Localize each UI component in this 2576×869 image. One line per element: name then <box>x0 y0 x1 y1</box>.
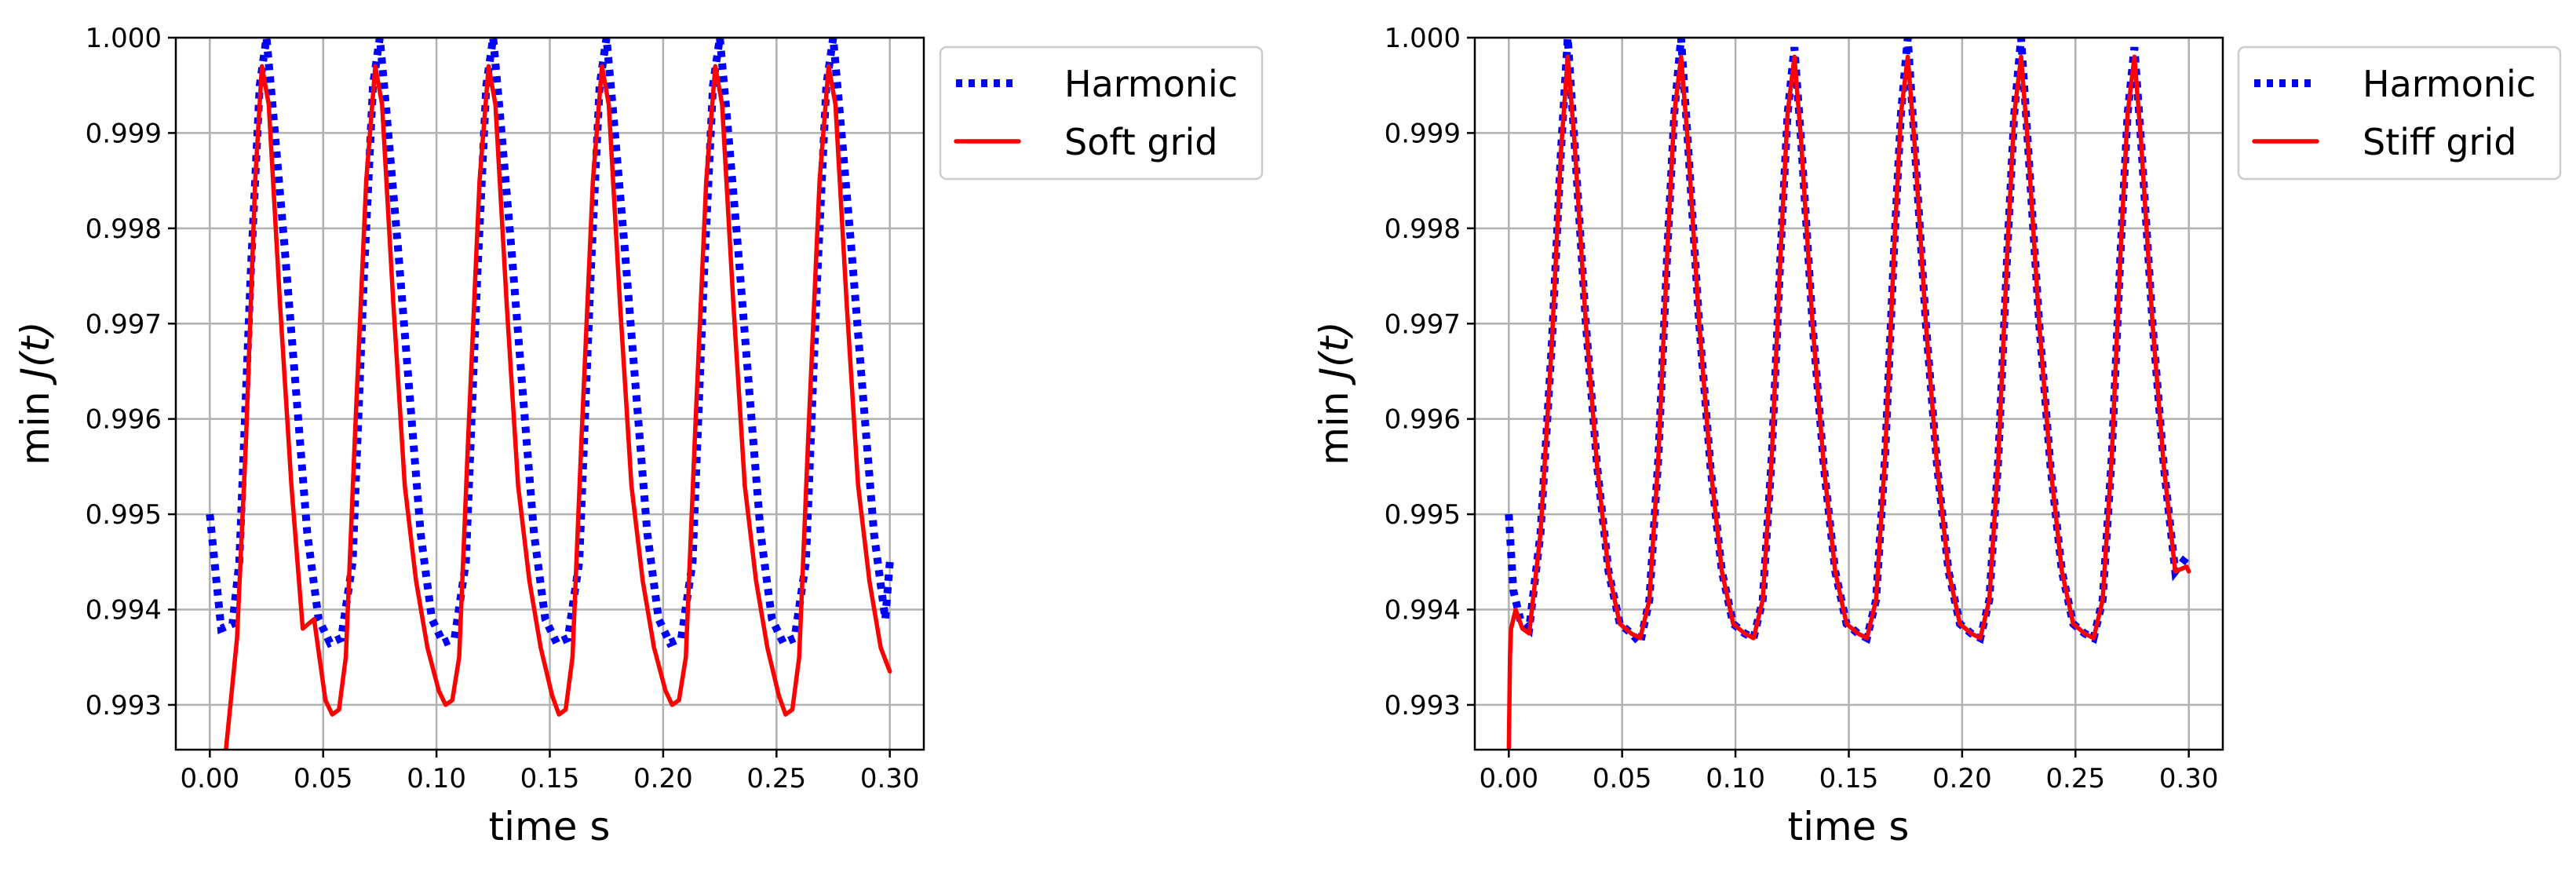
x-tick-label: 0.00 <box>180 763 239 794</box>
y-tick-label: 0.995 <box>1385 499 1461 531</box>
legend-box <box>2237 46 2562 181</box>
legend-label-soft-grid: Soft grid <box>1064 121 1217 163</box>
x-tick-label: 0.25 <box>2045 763 2105 794</box>
y-tick-label: 0.995 <box>86 499 162 531</box>
legend-label-harmonic: Harmonic <box>2363 63 2536 105</box>
x-axis-label: time s <box>489 804 611 849</box>
y-tick-label: 0.997 <box>86 309 162 340</box>
x-tick-label: 0.15 <box>520 763 580 794</box>
y-tick-label: 0.994 <box>86 595 162 626</box>
x-tick-label: 0.05 <box>294 763 353 794</box>
y-tick-label: 1.000 <box>1385 23 1461 54</box>
y-tick-label: 0.998 <box>1385 214 1461 245</box>
legend: Harmonic Soft grid <box>939 46 1264 181</box>
axis-ticks: 0.00 0.05 0.10 0.15 0.20 0.25 0.30 0.993 0.994 0.… <box>86 23 920 794</box>
x-tick-label: 0.00 <box>1479 763 1538 794</box>
legend-box <box>939 46 1264 181</box>
axes-frame <box>1473 36 2224 751</box>
x-tick-label: 0.25 <box>746 763 806 794</box>
y-axis-label: min J(t) <box>1312 321 1357 466</box>
y-tick-label: 0.993 <box>86 690 162 721</box>
y-tick-label: 0.999 <box>1385 118 1461 149</box>
series-line-soft-grid <box>224 64 892 750</box>
stiff-grid-chart: 0.00 0.05 0.10 0.15 0.20 0.25 0.30 0.993 0.994 0.… <box>1312 23 2562 849</box>
series-line-harmonic <box>206 38 894 648</box>
y-tick-label: 0.999 <box>86 118 162 149</box>
axis-ticks: 0.00 0.05 0.10 0.15 0.20 0.25 0.30 0.993 0.994 0.… <box>1385 23 2219 794</box>
x-tick-label: 0.15 <box>1819 763 1879 794</box>
series-group <box>1505 38 2193 750</box>
legend: Harmonic Stiff grid <box>2237 46 2562 181</box>
x-tick-label: 0.05 <box>1593 763 1652 794</box>
y-tick-label: 0.994 <box>1385 595 1461 626</box>
series-line-stiff-grid <box>1506 54 2191 750</box>
legend-label-stiff-grid: Stiff grid <box>2363 121 2516 163</box>
legend-label-harmonic: Harmonic <box>1064 63 1238 105</box>
x-tick-label: 0.30 <box>860 763 920 794</box>
x-tick-label: 0.10 <box>407 763 466 794</box>
series-group <box>206 38 894 750</box>
y-tick-label: 0.997 <box>1385 309 1461 340</box>
y-tick-label: 0.996 <box>1385 404 1461 436</box>
y-tick-label: 0.998 <box>86 214 162 245</box>
y-tick-label: 1.000 <box>86 23 162 54</box>
soft-grid-chart: 0.00 0.05 0.10 0.15 0.20 0.25 0.30 0.993 0.994 0.… <box>13 23 1264 849</box>
x-tick-label: 0.30 <box>2159 763 2219 794</box>
axes-frame <box>174 36 925 751</box>
y-tick-label: 0.996 <box>86 404 162 436</box>
y-axis-label: min J(t) <box>13 321 58 466</box>
x-tick-label: 0.20 <box>1932 763 1992 794</box>
x-tick-label: 0.20 <box>633 763 693 794</box>
x-axis-label: time s <box>1788 804 1910 849</box>
y-tick-label: 0.993 <box>1385 690 1461 721</box>
x-tick-label: 0.10 <box>1706 763 1765 794</box>
